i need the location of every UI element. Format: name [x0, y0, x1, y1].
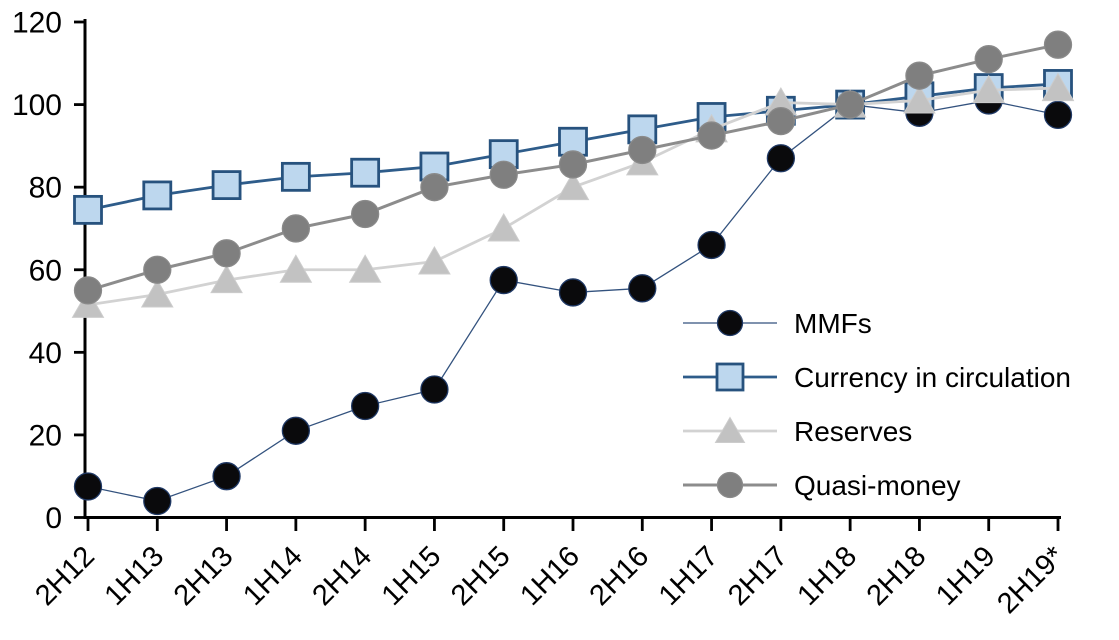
series-quasi-money-marker: [835, 90, 865, 119]
series-reserves-marker: [210, 264, 243, 294]
y-tick-label: 80: [29, 172, 62, 205]
x-tick-label: 2H15: [445, 540, 517, 612]
legend-item-reserves: Reserves: [683, 416, 912, 447]
legend-label: Quasi-money: [794, 470, 961, 501]
series-quasi-money-marker: [558, 150, 588, 179]
series-mmfs-marker: [766, 144, 796, 173]
series-reserves-marker: [972, 74, 1006, 104]
series-quasi-money-marker: [628, 135, 657, 165]
x-tick-label: 2H12: [29, 540, 101, 612]
series-reserves-marker: [487, 212, 521, 242]
x-tick-label: 1H16: [514, 540, 586, 612]
series-mmfs-marker: [489, 265, 518, 295]
series-currency-in-circulation-marker: [211, 170, 242, 201]
series-mmfs-marker: [143, 486, 172, 516]
legend-item-currency-in-circulation: Currency in circulation: [683, 362, 1071, 393]
y-tick-label: 20: [29, 419, 62, 452]
series-quasi-money-marker: [281, 214, 311, 243]
legend-label: Reserves: [794, 416, 912, 447]
series-currency-in-circulation-marker: [280, 161, 311, 192]
series-mmfs-marker: [558, 278, 588, 307]
series-quasi-money-marker: [143, 255, 172, 284]
series-reserves-marker: [348, 254, 382, 283]
y-tick-label: 100: [12, 89, 62, 122]
series-currency-in-circulation-marker: [142, 180, 173, 211]
series-mmfs-marker: [212, 462, 241, 491]
y-tick-label: 120: [12, 7, 62, 40]
series-currency-in-circulation-marker: [73, 194, 103, 225]
series-mmfs-marker: [73, 472, 103, 501]
series-reserves-marker: [1041, 72, 1075, 102]
x-tick-label: 2H19*: [991, 540, 1071, 620]
legend-label: MMFs: [794, 308, 872, 339]
y-tick-label: 0: [45, 502, 62, 535]
x-tick-label: 1H14: [237, 540, 309, 612]
x-tick-label: 2H16: [584, 540, 656, 612]
legend-item-quasi-money: Quasi-money: [683, 470, 961, 501]
legend-item-mmfs: MMFs: [683, 308, 872, 339]
series-quasi-money-marker: [73, 276, 103, 305]
series-quasi-money-marker: [350, 199, 380, 229]
series-mmfs-marker: [697, 230, 726, 260]
series-quasi-money-marker: [697, 121, 726, 150]
legend-circle-marker-icon: [716, 309, 744, 337]
series-quasi-money-marker: [766, 106, 796, 136]
series-reserves-marker: [418, 245, 451, 275]
series-quasi-money-marker: [212, 239, 241, 268]
legend-triangle-marker-icon: [714, 416, 746, 443]
series-reserves-marker: [903, 84, 936, 114]
x-tick-label: 1H19: [930, 540, 1002, 612]
legend-label: Currency in circulation: [794, 362, 1071, 393]
series-currency-in-circulation-marker: [350, 157, 381, 188]
y-tick-label: 60: [29, 254, 62, 287]
legend: MMFs Currency in circulation Reserves Quasi…: [683, 308, 1071, 501]
series-quasi-money-marker: [420, 173, 449, 202]
x-tick-label: 1H13: [99, 540, 171, 612]
series-mmfs-marker: [420, 375, 449, 404]
series-quasi-money-marker: [974, 45, 1003, 74]
series-mmfs-marker: [628, 274, 657, 303]
x-tick-label: 1H15: [376, 540, 448, 612]
series-reserves-marker: [140, 279, 174, 308]
series-quasi-money-marker: [489, 160, 518, 189]
series-mmfs-marker: [281, 416, 311, 445]
x-tick-label: 2H13: [168, 540, 240, 612]
series-mmfs-marker: [350, 391, 380, 421]
x-tick-label: 2H18: [861, 540, 933, 612]
x-tick-label: 1H17: [653, 540, 725, 612]
series-quasi-money-marker: [905, 61, 934, 90]
series-reserves-marker: [279, 254, 313, 283]
legend-circle-marker-icon: [716, 471, 744, 499]
series-mmfs-marker: [1043, 100, 1073, 130]
y-tick-label: 40: [29, 337, 62, 370]
x-tick-label: 2H17: [722, 540, 794, 612]
series-reserves-marker: [556, 171, 590, 201]
x-tick-label: 1H18: [791, 540, 863, 612]
legend-square-marker-icon: [715, 362, 745, 392]
x-tick-label: 2H14: [306, 540, 378, 612]
series-quasi-money-marker: [1043, 30, 1073, 59]
